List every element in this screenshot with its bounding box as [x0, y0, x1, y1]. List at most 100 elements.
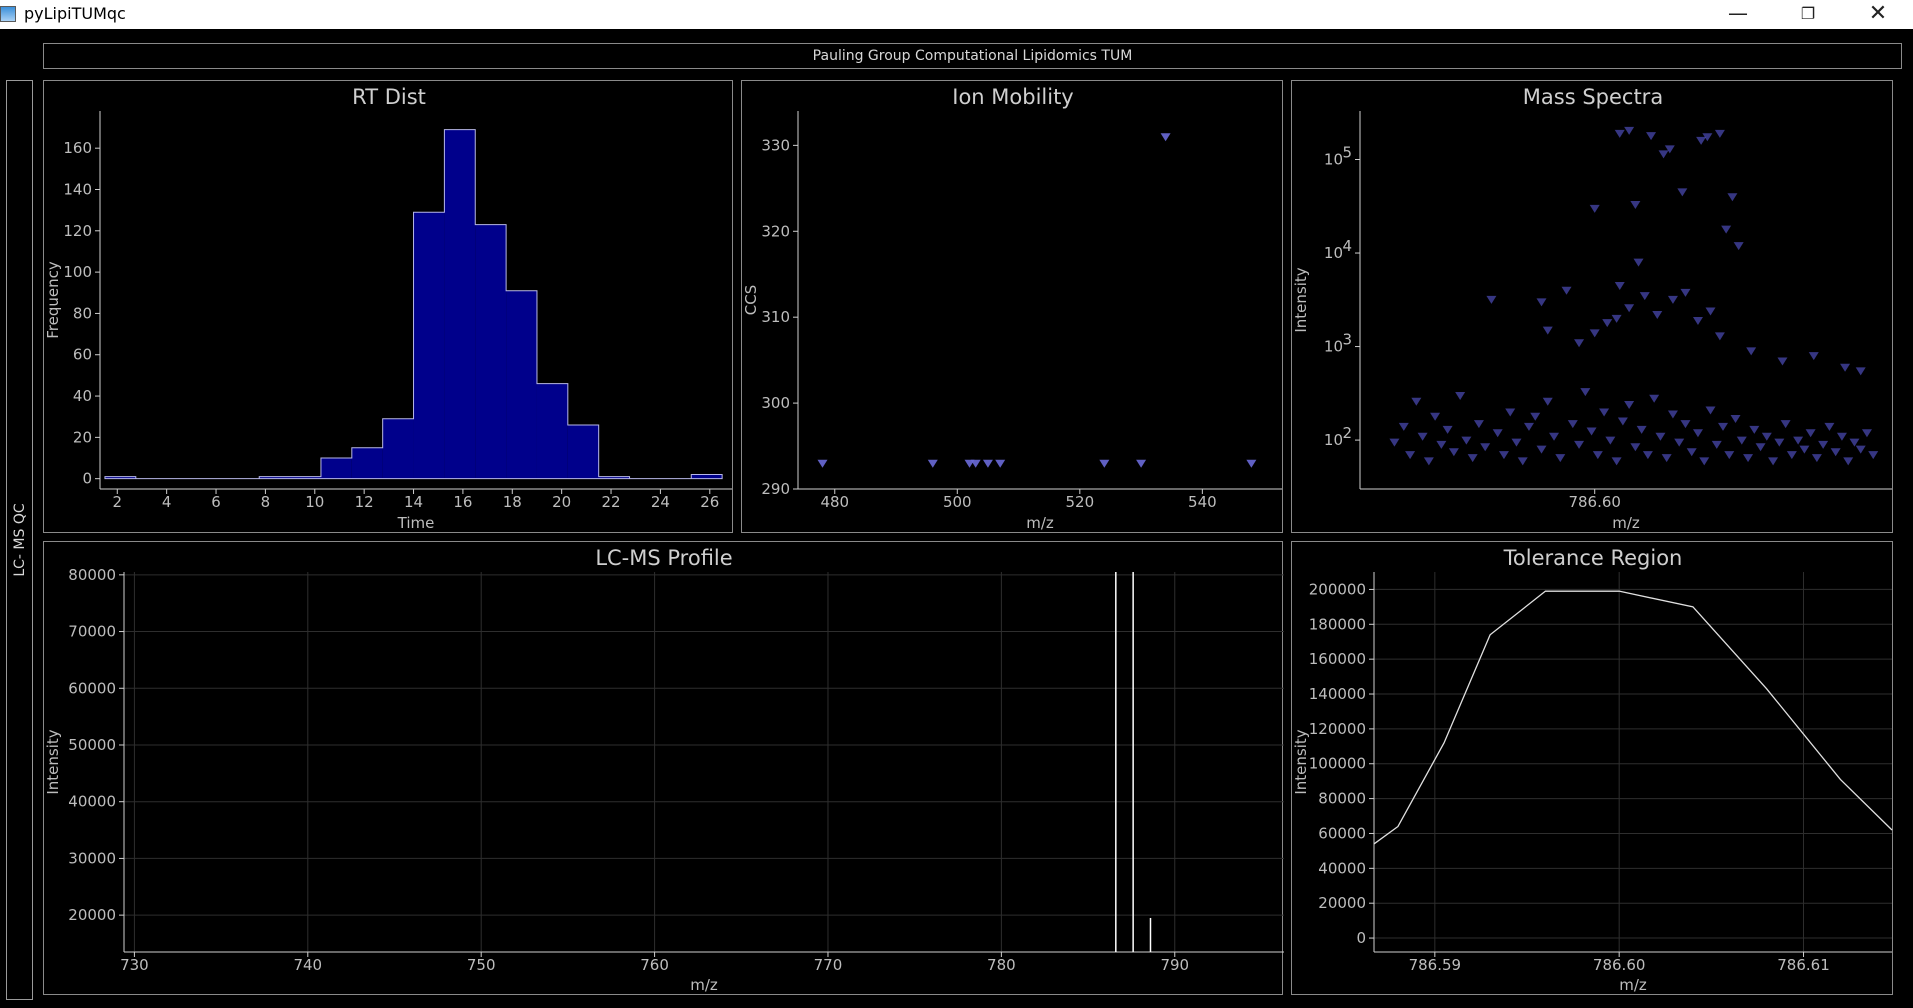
data-point [1461, 436, 1472, 445]
data-point [1630, 201, 1641, 210]
data-point [1667, 410, 1678, 419]
y-tick-label: 180000 [1309, 615, 1366, 633]
data-point [1677, 188, 1688, 197]
data-point [1498, 451, 1509, 460]
data-point [1542, 326, 1553, 335]
data-point [1617, 417, 1628, 426]
histogram [104, 129, 723, 480]
y-tick-label: 10 [1324, 244, 1343, 262]
y-tick-label: 80000 [1318, 790, 1366, 808]
data-point [1389, 438, 1400, 447]
mass-spectra-panel: Mass Spectra m/z Intensity 786.60 10 2 10 3 10 4 1… [1291, 80, 1893, 533]
x-tick-label: 786.59 [1409, 956, 1462, 974]
data-point [1624, 126, 1635, 135]
data-point [1746, 347, 1757, 356]
y-tick-label: 10 [1324, 431, 1343, 449]
data-point [1818, 440, 1829, 449]
profile-lines [1115, 572, 1152, 952]
data-point [1655, 432, 1666, 441]
data-point [1692, 429, 1703, 438]
maximize-button[interactable]: ❐ [1800, 4, 1816, 23]
data-point [1639, 292, 1650, 301]
data-point [1633, 258, 1644, 267]
minimize-button[interactable]: — [1728, 1, 1748, 25]
data-point [1724, 451, 1735, 460]
y-tick-label: 320 [761, 222, 790, 240]
data-point [1561, 286, 1572, 295]
data-point [1780, 420, 1791, 429]
data-point [1549, 432, 1560, 441]
x-tick-label: 18 [503, 493, 522, 511]
y-tick-label: 0 [82, 470, 92, 488]
lcms-profile-chart[interactable]: LC-MS Profile m/z Intensity 730 740 750 760 770… [44, 542, 1284, 996]
data-point [1523, 422, 1534, 431]
data-point [1680, 288, 1691, 297]
data-point [1680, 420, 1691, 429]
ion-mobility-chart[interactable]: Ion Mobility m/z CCS 480 500 520 540 290 300 310 3… [742, 81, 1284, 534]
data-point [1580, 388, 1591, 397]
x-tick-label: 4 [162, 493, 172, 511]
y-axis-label: Intensity [1292, 267, 1310, 332]
close-button[interactable]: ✕ [1868, 1, 1888, 26]
y-tick-label: 310 [761, 308, 790, 326]
histogram-bar [382, 418, 414, 479]
x-tick-label: 22 [601, 493, 620, 511]
histogram-bar [691, 474, 723, 479]
x-tick-label: 26 [700, 493, 719, 511]
side-tab-lcms-qc[interactable]: LC- MS QC [6, 80, 33, 1000]
data-point [1624, 401, 1635, 410]
data-point [1755, 443, 1766, 452]
data-point [1714, 129, 1725, 138]
data-point [1589, 329, 1600, 338]
y-tick-label: 60 [73, 346, 92, 364]
histogram-bar [506, 290, 537, 479]
data-point [1699, 457, 1710, 466]
data-point [1480, 443, 1491, 452]
data-point [1542, 397, 1553, 406]
y-tick-exponent: 4 [1342, 237, 1352, 255]
y-tick-label: 70000 [68, 623, 116, 641]
x-tick-label: 480 [820, 493, 849, 511]
data-point [1536, 445, 1547, 454]
data-point [1855, 367, 1866, 376]
plot-area [1374, 572, 1892, 952]
data-point [1517, 457, 1528, 466]
chart-title: LC-MS Profile [595, 546, 732, 570]
x-axis-label: m/z [1026, 514, 1054, 532]
y-tick-label: 60000 [1318, 824, 1366, 842]
data-point [1868, 451, 1879, 460]
x-tick-label: 16 [453, 493, 472, 511]
data-point [1586, 427, 1597, 436]
x-axis-label: m/z [690, 976, 718, 994]
scatter-points [817, 133, 1257, 468]
tolerance-region-chart[interactable]: Tolerance Region m/z Intensity 786.59 786.60… [1292, 542, 1894, 996]
y-tick-label: 100 [63, 263, 92, 281]
data-point [1649, 394, 1660, 403]
data-point [1614, 281, 1625, 290]
data-point [1611, 314, 1622, 323]
data-point [1099, 459, 1110, 468]
x-tick-label: 2 [113, 493, 123, 511]
data-point [1702, 133, 1713, 142]
data-point [927, 459, 938, 468]
lcms-profile-panel: LC-MS Profile m/z Intensity 730 740 750 760 770… [43, 541, 1284, 996]
data-point [1664, 145, 1675, 154]
tolerance-line [1373, 590, 1893, 845]
y-tick-label: 80000 [68, 566, 116, 584]
data-point [1768, 457, 1779, 466]
data-point [1642, 451, 1653, 460]
y-tick-exponent: 5 [1342, 143, 1352, 161]
y-tick-label: 300 [761, 394, 790, 412]
data-point [1589, 204, 1600, 213]
histogram-bar [598, 476, 630, 479]
y-tick-label: 100000 [1309, 755, 1366, 773]
data-point [1473, 420, 1484, 429]
x-tick-label: 6 [211, 493, 221, 511]
data-point [1574, 440, 1585, 449]
data-point [1705, 307, 1716, 316]
y-tick-label: 30000 [68, 849, 116, 867]
data-point [1805, 429, 1816, 438]
data-point [1555, 454, 1566, 463]
